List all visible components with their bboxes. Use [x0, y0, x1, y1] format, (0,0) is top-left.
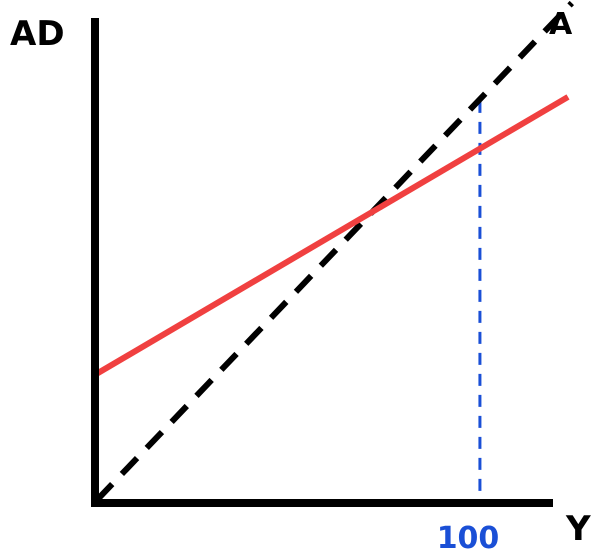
- y-axis-label: AD: [10, 14, 65, 54]
- series-label-A: A: [549, 7, 573, 42]
- series-aggregate-demand-line: [93, 94, 570, 378]
- series-45-degree-line: [94, 0, 574, 503]
- x-tick-label-100: 100: [437, 521, 500, 550]
- x-axis-label: Y: [565, 509, 591, 549]
